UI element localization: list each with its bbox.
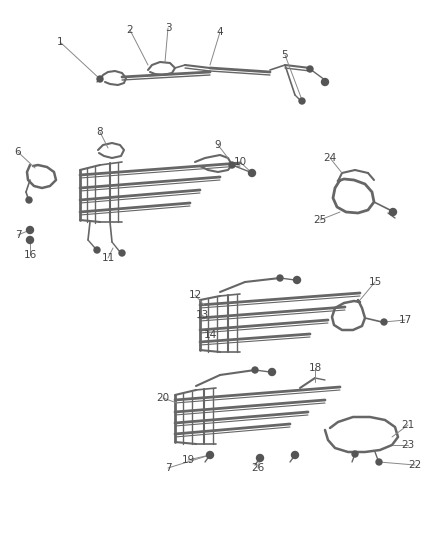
Text: 15: 15 [368, 277, 381, 287]
Circle shape [229, 162, 235, 168]
Text: 22: 22 [408, 460, 422, 470]
Circle shape [268, 368, 276, 376]
Text: 3: 3 [165, 23, 171, 33]
Text: 8: 8 [97, 127, 103, 137]
Circle shape [26, 197, 32, 203]
Circle shape [252, 367, 258, 373]
Text: 21: 21 [401, 420, 415, 430]
Circle shape [299, 98, 305, 104]
Text: 1: 1 [57, 37, 64, 47]
Circle shape [277, 275, 283, 281]
Text: 16: 16 [23, 250, 37, 260]
Text: 13: 13 [195, 310, 208, 320]
Text: 20: 20 [156, 393, 170, 403]
Text: 19: 19 [181, 455, 194, 465]
Text: 26: 26 [251, 463, 265, 473]
Circle shape [248, 169, 255, 176]
Circle shape [352, 451, 358, 457]
Circle shape [389, 208, 396, 215]
Circle shape [119, 250, 125, 256]
Text: 6: 6 [15, 147, 21, 157]
Text: 23: 23 [401, 440, 415, 450]
Text: 7: 7 [165, 463, 171, 473]
Circle shape [27, 227, 33, 233]
Text: 18: 18 [308, 363, 321, 373]
Text: 14: 14 [203, 330, 217, 340]
Circle shape [321, 78, 328, 85]
Text: 12: 12 [188, 290, 201, 300]
Text: 4: 4 [217, 27, 223, 37]
Circle shape [27, 237, 33, 244]
Circle shape [376, 459, 382, 465]
Text: 9: 9 [215, 140, 221, 150]
Text: 25: 25 [313, 215, 327, 225]
Text: 10: 10 [233, 157, 247, 167]
Circle shape [97, 76, 103, 82]
Text: 2: 2 [127, 25, 133, 35]
Circle shape [292, 451, 299, 458]
Circle shape [94, 247, 100, 253]
Text: 24: 24 [323, 153, 337, 163]
Text: 7: 7 [15, 230, 21, 240]
Circle shape [381, 319, 387, 325]
Text: 11: 11 [101, 253, 115, 263]
Text: 17: 17 [399, 315, 412, 325]
Text: 5: 5 [282, 50, 288, 60]
Circle shape [206, 451, 213, 458]
Circle shape [293, 277, 300, 284]
Circle shape [257, 455, 264, 462]
Circle shape [307, 66, 313, 72]
